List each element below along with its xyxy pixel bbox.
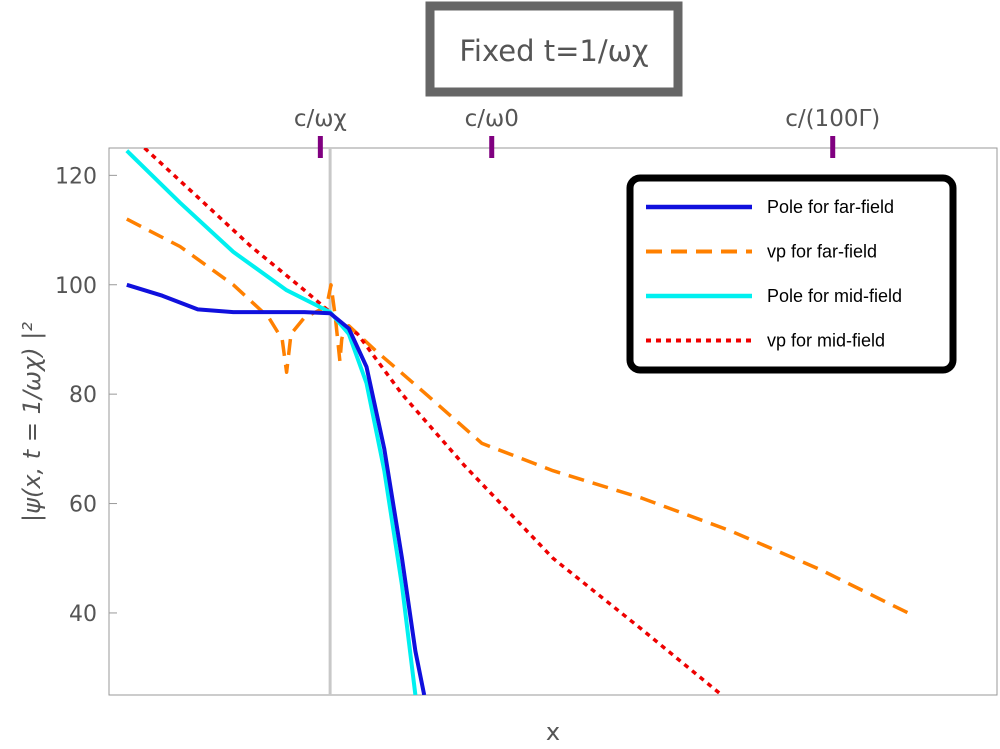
marker-label: c/ω0 [465, 106, 519, 132]
y-tick-label: 120 [55, 164, 97, 189]
series-line [125, 149, 418, 695]
title-box [425, 1, 683, 97]
series-line [125, 217, 909, 615]
legend-label: Pole for far-field [767, 197, 894, 217]
y-axis-ticks: 40 60 80 100 120 [55, 164, 117, 627]
marker-label: c/(100Γ) [785, 106, 880, 132]
x-axis-label: x [546, 718, 560, 746]
top-markers: c/ωχ c/ω0 c/(100Γ) [294, 106, 880, 158]
y-axis-label: |ψ(x, t = 1/ωχ) |² [18, 322, 46, 522]
series-line [126, 282, 427, 695]
plot-frame [108, 147, 998, 696]
chart-title: Fixed t=1/ωχ [459, 34, 648, 68]
marker-label: c/ωχ [294, 106, 347, 132]
legend-label: vp for far-field [767, 242, 877, 262]
y-tick-label: 80 [69, 383, 97, 408]
legend: Pole for far-field vp for far-field Pole f… [626, 174, 957, 374]
y-tick-label: 40 [69, 602, 97, 627]
legend-box [626, 174, 957, 374]
series-layer [125, 148, 909, 695]
y-tick-label: 100 [55, 274, 97, 299]
y-tick-label: 60 [69, 493, 97, 518]
legend-label: vp for mid-field [767, 331, 885, 351]
legend-label: Pole for mid-field [767, 286, 902, 306]
